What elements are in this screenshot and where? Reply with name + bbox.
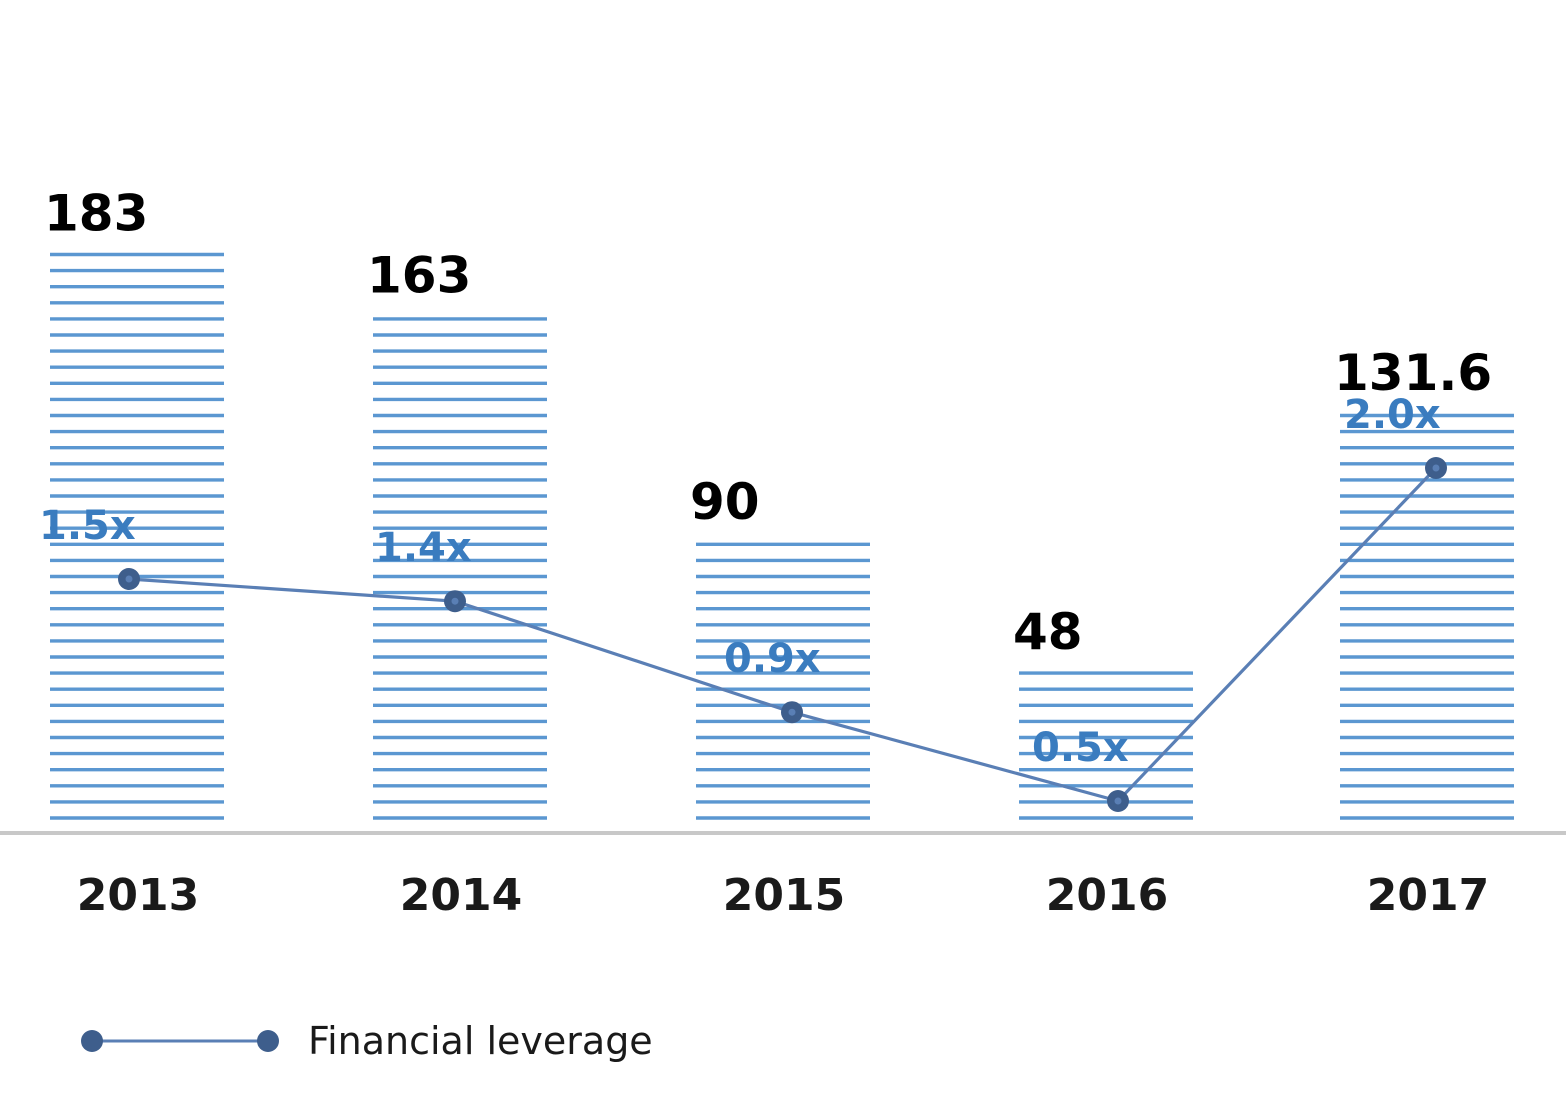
- leverage-value-label: 1.4x: [375, 525, 472, 571]
- line-value-labels: 1.5x 1.4x 0.9x 0.5x 2.0x: [39, 392, 1441, 771]
- leverage-marker-center: [451, 597, 459, 605]
- category-label: 2016: [1046, 870, 1168, 921]
- category-label: 2014: [400, 870, 522, 921]
- bar-2017: [1340, 413, 1514, 820]
- bars-layer: [50, 252, 1514, 820]
- bar-value-label: 163: [367, 247, 471, 305]
- legend: Financial leverage: [81, 1019, 653, 1063]
- leverage-marker-center: [1114, 797, 1122, 805]
- bar-2016: [1019, 671, 1193, 820]
- financial-leverage-line: [128, 466, 1438, 803]
- legend-label: Financial leverage: [308, 1019, 653, 1063]
- category-label: 2015: [723, 870, 845, 921]
- category-labels: 2013 2014 2015 2016 2017: [77, 870, 1489, 921]
- leverage-value-label: 1.5x: [39, 503, 136, 549]
- line-series-layer: [118, 457, 1447, 812]
- bar-value-label: 183: [44, 185, 148, 243]
- bar-2015: [696, 542, 870, 820]
- bar-value-label: 48: [1013, 603, 1083, 661]
- bar-2013: [50, 252, 224, 820]
- leverage-marker-center: [1432, 464, 1440, 472]
- leverage-value-label: 2.0x: [1344, 392, 1441, 438]
- leverage-value-label: 0.9x: [724, 636, 821, 682]
- leverage-marker-center: [125, 575, 133, 583]
- leverage-marker-center: [788, 708, 796, 716]
- category-label: 2017: [1367, 870, 1489, 921]
- bar-value-labels: 183 163 90 48 131.6: [44, 185, 1492, 662]
- legend-marker-icon: [81, 1030, 103, 1052]
- category-label: 2013: [77, 870, 199, 921]
- legend-marker-icon: [257, 1030, 279, 1052]
- bar-value-label: 90: [690, 473, 760, 531]
- leverage-value-label: 0.5x: [1032, 725, 1129, 771]
- bar-value-label: 131.6: [1334, 344, 1492, 402]
